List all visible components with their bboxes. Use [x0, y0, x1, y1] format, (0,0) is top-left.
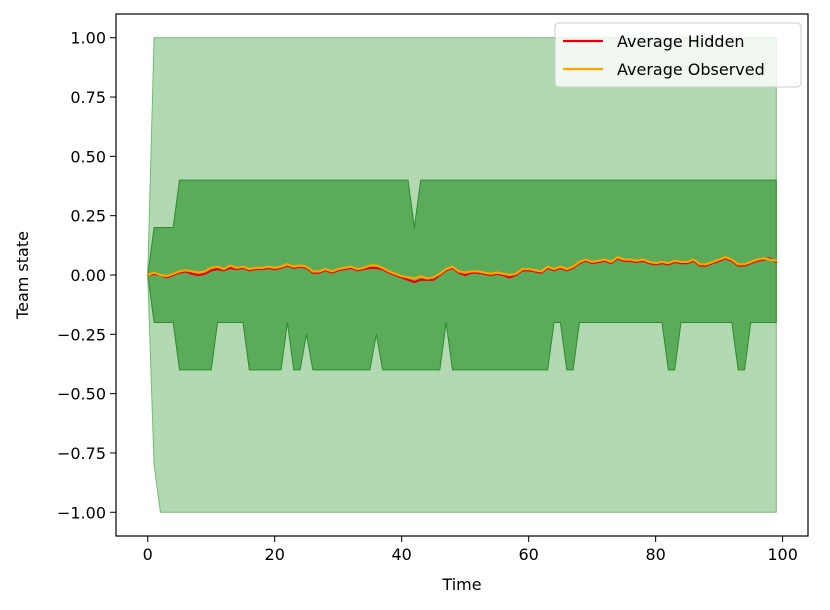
y-axis: 1.00 0.75 0.50 0.25 0.00 −0.25 −0.50 −0.75 −1.00: [57, 29, 116, 522]
y-tick-label: −0.50: [57, 385, 106, 404]
lines-layer: [146, 256, 778, 284]
x-tick-label: 100: [767, 545, 798, 564]
y-axis-label: Team state: [13, 231, 32, 320]
band-inner: [147, 179, 777, 371]
y-tick-label: 0.50: [70, 147, 106, 166]
series-line-average-hidden: [146, 257, 778, 284]
x-tick-label: 80: [645, 545, 665, 564]
y-tick-label: 0.75: [70, 88, 106, 107]
y-tick-label: −0.25: [57, 325, 106, 344]
legend: Average Hidden Average Observed: [554, 22, 802, 88]
y-tick-label: 0.25: [70, 207, 106, 226]
series-line-average-observed: [146, 256, 778, 280]
legend-box: [554, 22, 802, 88]
x-axis-label: Time: [441, 575, 481, 594]
x-tick-label: 60: [518, 545, 538, 564]
y-tick-label: −1.00: [57, 503, 106, 522]
x-tick-label: 40: [392, 545, 412, 564]
legend-label: Average Hidden: [617, 32, 745, 51]
y-tick-label: 0.00: [70, 266, 106, 285]
bands-layer: [147, 37, 777, 513]
x-tick-label: 20: [265, 545, 285, 564]
legend-label: Average Observed: [617, 60, 765, 79]
y-tick-label: −0.75: [57, 444, 106, 463]
x-tick-label: 0: [143, 545, 153, 564]
y-tick-label: 1.00: [70, 29, 106, 48]
x-axis: 0 20 40 60 80 100: [143, 536, 798, 564]
